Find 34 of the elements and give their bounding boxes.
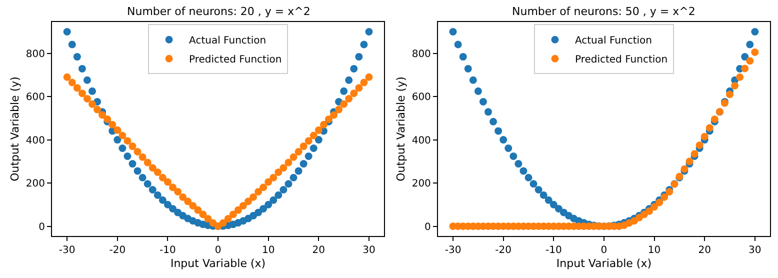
y-tick-label: 0 bbox=[424, 222, 431, 233]
x-axis-title: Input Variable (x) bbox=[170, 257, 266, 270]
y-tick-label: 200 bbox=[26, 178, 45, 190]
x-tick-label: -20 bbox=[495, 245, 512, 256]
y-tick-label: 400 bbox=[412, 135, 431, 146]
x-tick-label: 10 bbox=[648, 245, 661, 256]
x-tick-label: 30 bbox=[748, 245, 762, 256]
x-axis-title: Input Variable (x) bbox=[556, 257, 652, 270]
x-tick-label: 10 bbox=[262, 245, 275, 256]
y-tick-label: 600 bbox=[412, 92, 431, 104]
y-axis-title: Output Variable (y) bbox=[8, 76, 22, 182]
chart-title: Number of neurons: 20 , y = x^2 bbox=[127, 5, 310, 18]
x-tick-label: 0 bbox=[600, 245, 608, 256]
x-tick-label: -30 bbox=[58, 245, 76, 256]
legend-label: Predicted Function bbox=[189, 54, 282, 66]
x-tick-label: 0 bbox=[214, 245, 222, 256]
legend-label: Predicted Function bbox=[574, 54, 668, 66]
y-tick-label: 200 bbox=[412, 178, 431, 190]
y-tick-label: 600 bbox=[26, 92, 45, 104]
legend-label: Actual Function bbox=[574, 36, 652, 47]
x-tick-label: -10 bbox=[545, 245, 562, 256]
x-tick-label: 20 bbox=[312, 245, 326, 256]
legend-label: Actual Function bbox=[189, 36, 266, 47]
chart-title: Number of neurons: 50 , y = x^2 bbox=[512, 5, 696, 18]
x-tick-label: -20 bbox=[109, 245, 126, 256]
y-tick-label: 400 bbox=[26, 135, 45, 146]
y-tick-label: 800 bbox=[412, 48, 431, 60]
y-tick-label: 800 bbox=[26, 48, 45, 60]
x-tick-label: -30 bbox=[444, 245, 462, 256]
y-tick-label: 0 bbox=[38, 222, 45, 233]
x-tick-label: 30 bbox=[362, 245, 376, 256]
x-tick-label: 20 bbox=[698, 245, 711, 256]
x-tick-label: -10 bbox=[160, 245, 176, 256]
y-axis-title: Output Variable (y) bbox=[394, 76, 408, 182]
